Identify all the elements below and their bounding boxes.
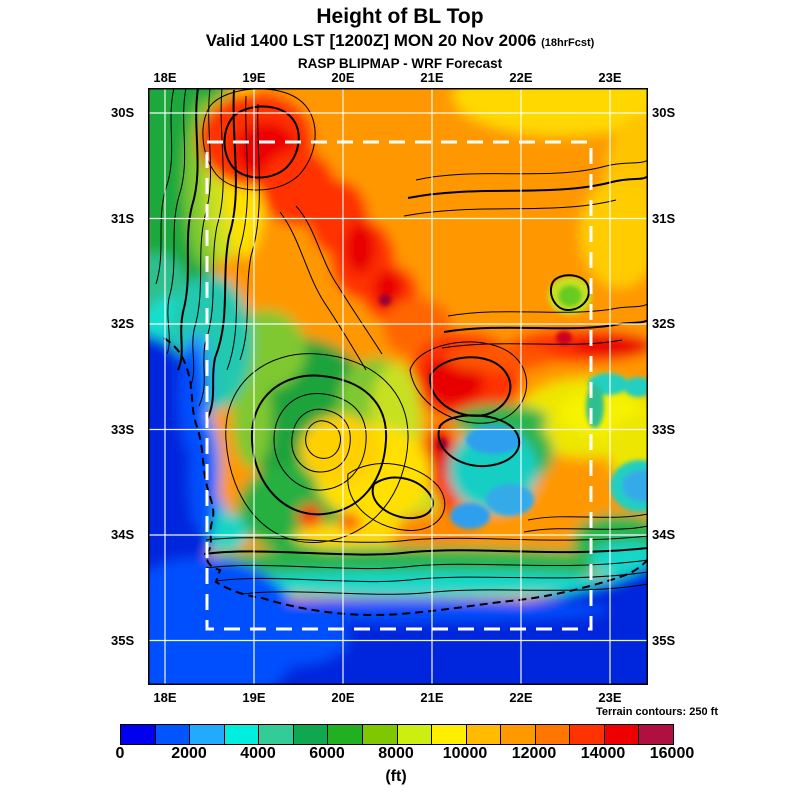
map-border	[148, 88, 648, 685]
right-axis-tick: 34S	[652, 527, 676, 542]
terrain-contour-note: Terrain contours: 250 ft	[595, 706, 718, 718]
right-axis-tick: 35S	[652, 632, 676, 648]
colorbar-segment	[466, 725, 502, 744]
colorbar-segment	[535, 725, 571, 744]
colorbar-segment	[328, 725, 363, 744]
top-axis-tick: 20E	[331, 70, 355, 85]
colorbar-segment	[639, 725, 673, 744]
forecast-map[interactable]	[148, 88, 648, 685]
colorbar-segment	[293, 725, 329, 744]
left-axis-tick: 31S	[111, 210, 135, 226]
top-axis-tick: 22E	[509, 70, 533, 85]
forecast-hour-tag: (18hrFcst)	[541, 37, 595, 49]
page-title: Height of BL Top	[316, 5, 484, 28]
colorbar-tick-label: 2000	[171, 745, 207, 762]
terrain-contours	[155, 88, 648, 595]
model-domain-box	[205, 140, 593, 631]
colorbar-segment	[224, 725, 260, 744]
right-axis-tick: 30S	[652, 105, 676, 120]
valid-time-line: Valid 1400 LST [1200Z] MON 20 Nov 2006 (…	[0, 31, 800, 51]
colorbar-tick-label: 16000	[649, 745, 695, 762]
colorbar-segment	[155, 725, 191, 744]
left-axis-tick: 33S	[111, 421, 135, 437]
colorbar-tick-label: 12000	[511, 745, 557, 762]
blipmap-plot	[148, 88, 648, 685]
colorbar-tick-label: 10000	[442, 745, 488, 762]
bottom-axis-tick: 22E	[509, 690, 533, 705]
top-axis-tick: 23E	[598, 70, 622, 85]
top-axis-tick: 18E	[153, 70, 177, 85]
colorbar-tick-label: 8000	[378, 745, 414, 762]
left-axis-tick: 32S	[111, 316, 135, 331]
model-line: RASP BLIPMAP - WRF Forecast	[297, 56, 503, 71]
colorbar-segment	[570, 725, 605, 744]
colorbar-segment	[501, 725, 536, 744]
colorbar-segment	[432, 725, 467, 744]
bottom-axis-tick: 21E	[420, 690, 444, 705]
colorbar-tick-label: 6000	[309, 745, 345, 762]
bottom-axis-tick: 19E	[242, 690, 266, 705]
colorbar-segment	[362, 725, 398, 744]
colorbar-unit-label: (ft)	[385, 768, 407, 785]
colorbar-segment	[604, 725, 640, 744]
top-axis-tick: 21E	[420, 70, 444, 85]
valid-time-text: Valid 1400 LST [1200Z] MON 20 Nov 2006	[205, 31, 537, 50]
right-axis-tick: 31S	[652, 210, 676, 226]
graticule-grid	[148, 88, 648, 685]
bottom-axis-tick: 18E	[153, 690, 177, 705]
colorbar-tick-label: 14000	[580, 745, 626, 762]
colorbar-tick-label: 4000	[240, 745, 276, 762]
left-axis-tick: 30S	[111, 105, 135, 120]
left-axis-tick: 34S	[111, 527, 135, 542]
colorbar-swatches	[120, 724, 674, 745]
right-axis-tick: 32S	[652, 316, 676, 331]
right-axis-tick: 33S	[652, 421, 676, 437]
colorbar-tick-label: 0	[115, 745, 125, 762]
coastline	[163, 337, 648, 617]
bottom-axis-tick: 23E	[598, 690, 622, 705]
left-axis-tick: 35S	[111, 632, 135, 648]
colorbar-segment	[190, 725, 225, 744]
top-axis-tick: 19E	[242, 70, 266, 85]
colorbar-segment	[121, 725, 156, 744]
colorbar-segment	[397, 725, 433, 744]
bottom-axis-tick: 20E	[331, 690, 355, 705]
colorbar-segment	[259, 725, 294, 744]
